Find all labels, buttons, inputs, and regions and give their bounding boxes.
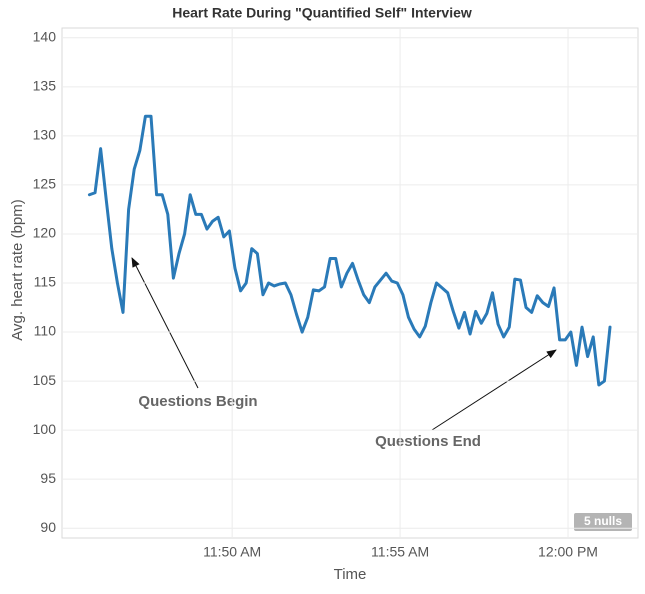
x-tick-label: 11:50 AM [203, 544, 261, 560]
y-tick-label: 125 [33, 176, 57, 192]
annotation: Questions End [375, 433, 481, 450]
x-axis-label: Time [334, 566, 367, 583]
annotation-arrow [431, 349, 557, 431]
y-tick-label: 105 [33, 372, 57, 388]
chart-title: Heart Rate During "Quantified Self" Inte… [172, 5, 472, 21]
x-tick-label: 12:00 PM [538, 544, 598, 560]
annotation-arrow [131, 257, 199, 389]
data-line [87, 114, 612, 387]
y-tick-label: 100 [33, 421, 57, 437]
y-tick-label: 90 [40, 519, 56, 535]
y-tick-label: 130 [33, 127, 57, 143]
nulls-badge[interactable] [574, 513, 632, 531]
y-tick-label: 115 [34, 274, 57, 290]
y-axis-label: Avg. heart rate (bpm) [9, 199, 26, 340]
y-tick-label: 110 [34, 323, 57, 339]
y-tick-label: 95 [40, 470, 56, 486]
y-tick-label: 140 [33, 29, 57, 45]
y-tick-label: 135 [33, 78, 57, 94]
x-tick-label: 11:55 AM [371, 544, 429, 560]
annotation: Questions Begin [138, 393, 257, 410]
y-tick-label: 120 [33, 225, 57, 241]
nulls-indicator[interactable]: 5 nulls [584, 514, 622, 528]
